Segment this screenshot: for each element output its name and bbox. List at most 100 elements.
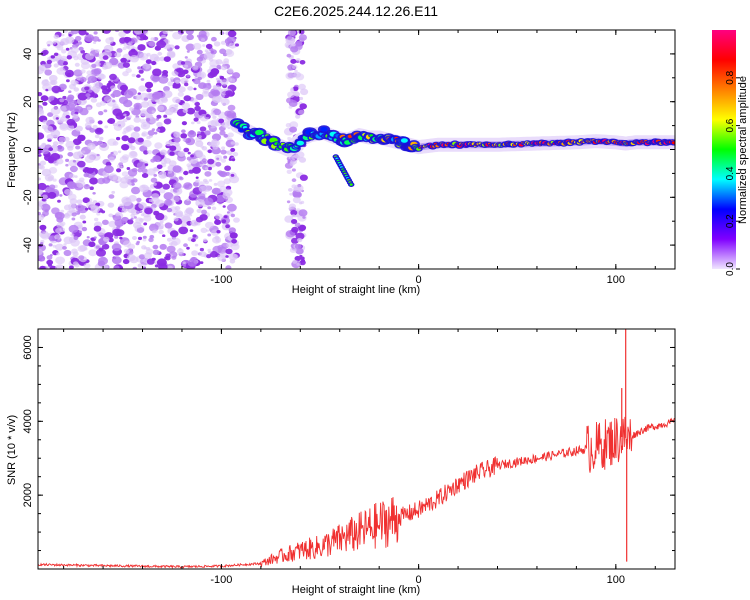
noise-blob [295, 114, 301, 119]
noise-blob [300, 88, 309, 96]
noise-blob [104, 165, 114, 174]
noise-blob [131, 186, 141, 195]
noise-blob [295, 247, 304, 255]
noise-blob [232, 72, 241, 79]
noise-blob [156, 128, 161, 132]
noise-blob [87, 89, 93, 93]
noise-blob [192, 166, 201, 174]
noise-blob [209, 251, 218, 258]
noise-blob [114, 52, 122, 58]
noise-blob [204, 167, 209, 170]
noise-blob [110, 93, 115, 97]
noise-blob [130, 145, 136, 151]
noise-blob [40, 95, 49, 102]
noise-blob [158, 188, 166, 194]
noise-blob [189, 229, 194, 233]
noise-blob [151, 91, 162, 100]
noise-blob [149, 117, 157, 124]
noise-blob [127, 169, 138, 177]
noise-blob [130, 37, 138, 44]
spectrogram-marks [38, 30, 675, 269]
noise-blob [296, 262, 300, 266]
noise-blob [63, 243, 67, 246]
noise-blob [111, 190, 116, 194]
noise-blob [122, 62, 130, 68]
noise-blob [151, 128, 156, 132]
noise-blob [65, 103, 76, 111]
noise-blob [157, 51, 163, 56]
noise-blob [191, 238, 196, 243]
noise-blob [132, 236, 137, 240]
noise-blob [96, 153, 100, 157]
noise-blob [127, 137, 136, 144]
noise-blob [183, 95, 192, 102]
noise-blob [220, 65, 228, 71]
noise-blob [227, 68, 234, 74]
noise-blob [94, 217, 99, 222]
noise-blob [152, 244, 159, 250]
noise-blob [159, 243, 167, 250]
noise-blob [151, 75, 160, 83]
noise-blob [196, 120, 201, 125]
colorbar-tick-label: 0.0 [725, 262, 736, 276]
noise-blob [140, 110, 148, 117]
spec-xtick-label: -100 [210, 274, 232, 286]
noise-blob [156, 121, 163, 128]
spec-xtick-label: 100 [607, 274, 625, 286]
noise-blob [153, 210, 160, 216]
noise-blob [291, 226, 299, 233]
noise-blob [225, 196, 234, 203]
noise-blob [193, 87, 197, 91]
snr-ytick-label: 6000 [22, 335, 34, 359]
noise-blob [213, 182, 218, 186]
noise-blob [146, 258, 155, 265]
noise-blob [151, 60, 157, 66]
noise-blob [143, 215, 152, 222]
noise-blob [38, 107, 44, 115]
noise-blob [288, 100, 298, 107]
noise-blob [225, 248, 233, 255]
noise-blob [60, 38, 70, 46]
noise-blob [289, 192, 293, 196]
noise-blob [217, 245, 224, 250]
noise-blob [208, 58, 214, 62]
noise-blob [90, 205, 101, 214]
noise-blob [45, 88, 49, 92]
noise-blob [90, 48, 94, 51]
noise-blob [291, 155, 297, 160]
noise-blob [68, 173, 75, 179]
noise-blob [176, 68, 182, 73]
snr-panel: -100 0 100 2000 4000 6000 Height of straight … [6, 328, 676, 596]
noise-blob [71, 212, 77, 217]
noise-blob [206, 229, 210, 232]
noise-blob [112, 175, 122, 184]
noise-blob [135, 36, 141, 41]
noise-blob [121, 135, 129, 142]
noise-blob [229, 232, 238, 239]
noise-blob [163, 56, 171, 62]
noise-blob [197, 131, 202, 135]
noise-blob [295, 58, 301, 62]
noise-blob [224, 38, 233, 45]
noise-blob [287, 35, 293, 40]
noise-blob [48, 157, 54, 162]
noise-blob [70, 79, 78, 86]
noise-blob [70, 46, 79, 54]
noise-blob [176, 189, 181, 193]
noise-blob [80, 69, 86, 74]
noise-blob [169, 151, 175, 156]
noise-blob [75, 204, 85, 212]
noise-blob [96, 128, 102, 133]
noise-blob [230, 147, 236, 152]
noise-blob [113, 265, 120, 269]
noise-blob [92, 192, 96, 195]
noise-blob [159, 220, 164, 224]
noise-blob [40, 51, 47, 57]
noise-blob [151, 110, 156, 114]
noise-blob [38, 211, 41, 216]
noise-blob [38, 132, 45, 140]
noise-blob [95, 245, 100, 249]
noise-blob [102, 177, 111, 184]
noise-blob [163, 192, 174, 201]
noise-blob [58, 60, 64, 64]
